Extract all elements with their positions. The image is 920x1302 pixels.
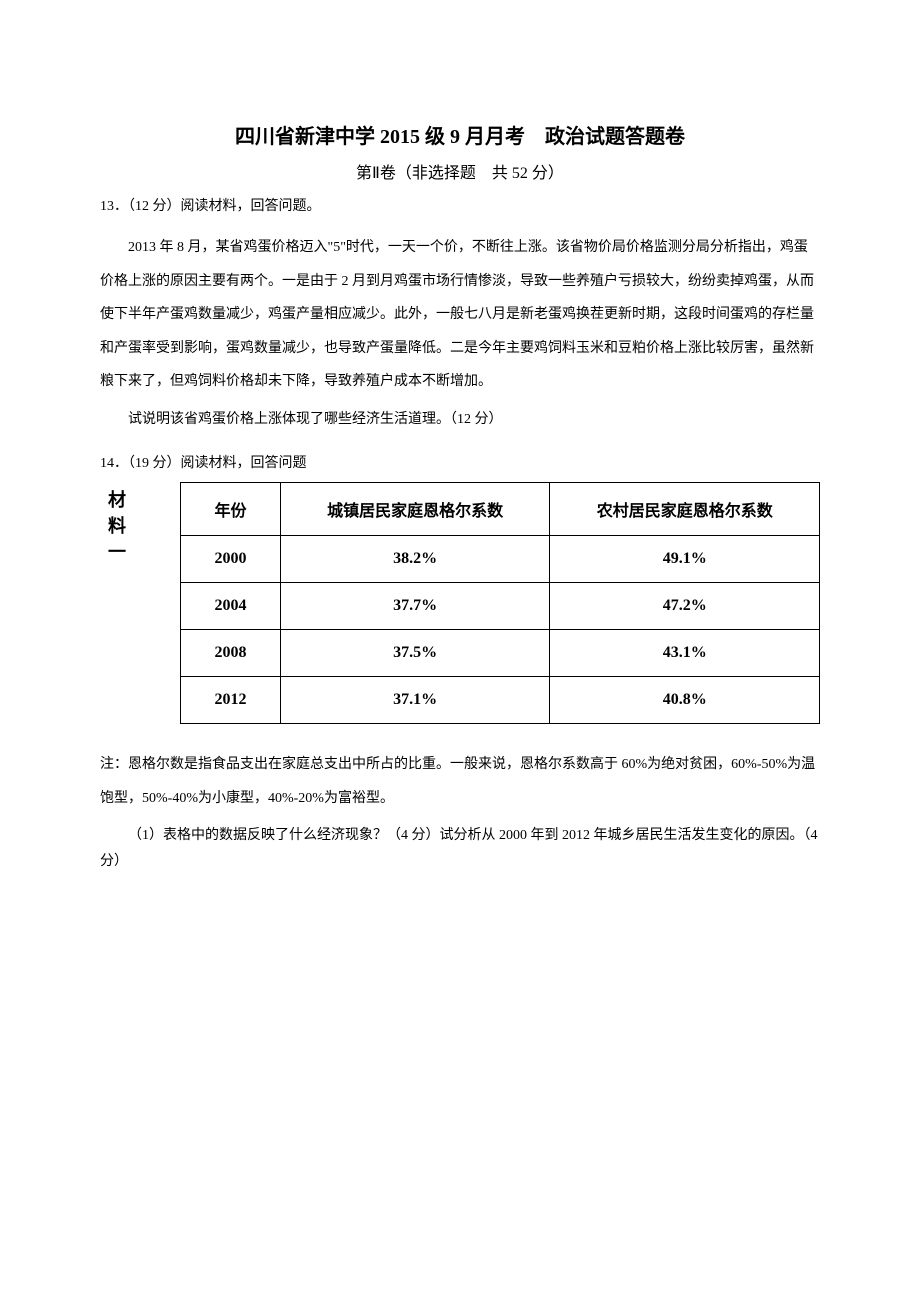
col-header-year: 年份 [181,483,281,536]
page-subtitle: 第Ⅱ卷（非选择题 共 52 分） [100,159,820,183]
cell-rural: 40.8% [550,677,820,724]
cell-urban: 38.2% [280,536,550,583]
cell-year: 2000 [181,536,281,583]
material-row: 材料一 年份 城镇居民家庭恩格尔系数 农村居民家庭恩格尔系数 2000 38.2… [100,482,820,748]
col-header-urban: 城镇居民家庭恩格尔系数 [280,483,550,536]
cell-urban: 37.5% [280,630,550,677]
page-title: 四川省新津中学 2015 级 9 月月考 政治试题答题卷 [100,120,820,149]
q13-header: 13．（12 分）阅读材料，回答问题。 [100,195,820,215]
table-row: 2004 37.7% 47.2% [181,583,820,630]
table-row: 2000 38.2% 49.1% [181,536,820,583]
table-row: 2012 37.1% 40.8% [181,677,820,724]
table-row: 2008 37.5% 43.1% [181,630,820,677]
material-label: 材料一 [108,482,140,748]
engel-table: 年份 城镇居民家庭恩格尔系数 农村居民家庭恩格尔系数 2000 38.2% 49… [180,482,820,724]
q14-header: 14．（19 分）阅读材料，回答问题 [100,452,820,472]
cell-year: 2004 [181,583,281,630]
q13-paragraph: 2013 年 8 月，某省鸡蛋价格迈入"5"时代，一天一个价，不断往上涨。该省物… [100,231,820,399]
q13-instruction: 试说明该省鸡蛋价格上涨体现了哪些经济生活道理。（12 分） [100,407,820,432]
col-header-rural: 农村居民家庭恩格尔系数 [550,483,820,536]
cell-rural: 43.1% [550,630,820,677]
cell-year: 2008 [181,630,281,677]
cell-urban: 37.7% [280,583,550,630]
table-note: 注：恩格尔数是指食品支出在家庭总支出中所占的比重。一般来说，恩格尔系数高于 60… [100,748,820,815]
cell-urban: 37.1% [280,677,550,724]
q14-sub-question-1: （1）表格中的数据反映了什么经济现象？（4 分）试分析从 2000 年到 201… [100,823,820,873]
cell-year: 2012 [181,677,281,724]
cell-rural: 47.2% [550,583,820,630]
engel-table-container: 年份 城镇居民家庭恩格尔系数 农村居民家庭恩格尔系数 2000 38.2% 49… [180,482,820,724]
cell-rural: 49.1% [550,536,820,583]
table-header-row: 年份 城镇居民家庭恩格尔系数 农村居民家庭恩格尔系数 [181,483,820,536]
